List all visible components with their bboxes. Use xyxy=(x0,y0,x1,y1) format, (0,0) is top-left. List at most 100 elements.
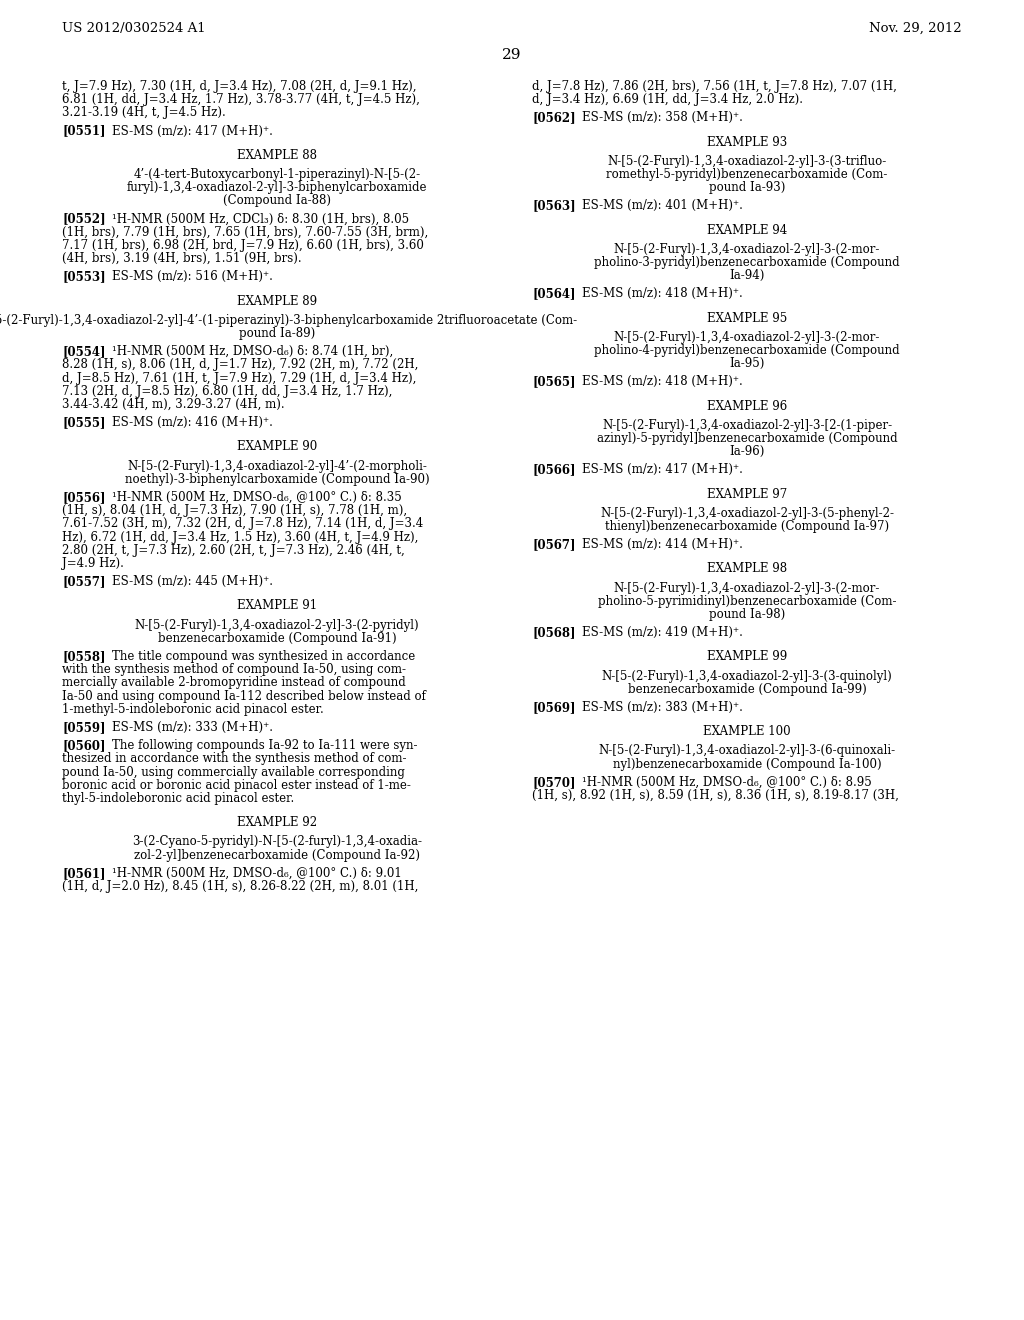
Text: N-[5-(2-Furyl)-1,3,4-oxadiazol-2-yl]-3-(6-quinoxali-: N-[5-(2-Furyl)-1,3,4-oxadiazol-2-yl]-3-(… xyxy=(598,744,896,758)
Text: N-[5-(2-Furyl)-1,3,4-oxadiazol-2-yl]-3-(2-mor-: N-[5-(2-Furyl)-1,3,4-oxadiazol-2-yl]-3-(… xyxy=(613,582,881,594)
Text: [0563]: [0563] xyxy=(532,199,575,213)
Text: noethyl)-3-biphenylcarboxamide (Compound Ia-90): noethyl)-3-biphenylcarboxamide (Compound… xyxy=(125,473,429,486)
Text: ES-MS (m/z): 414 (M+H)⁺.: ES-MS (m/z): 414 (M+H)⁺. xyxy=(582,539,742,552)
Text: EXAMPLE 95: EXAMPLE 95 xyxy=(707,312,787,325)
Text: 3.21-3.19 (4H, t, J=4.5 Hz).: 3.21-3.19 (4H, t, J=4.5 Hz). xyxy=(62,107,225,119)
Text: nyl)benzenecarboxamide (Compound Ia-100): nyl)benzenecarboxamide (Compound Ia-100) xyxy=(612,758,882,771)
Text: US 2012/0302524 A1: US 2012/0302524 A1 xyxy=(62,22,206,36)
Text: (1H, s), 8.04 (1H, d, J=7.3 Hz), 7.90 (1H, s), 7.78 (1H, m),: (1H, s), 8.04 (1H, d, J=7.3 Hz), 7.90 (1… xyxy=(62,504,408,517)
Text: 3-(2-Cyano-5-pyridyl)-N-[5-(2-furyl)-1,3,4-oxadia-: 3-(2-Cyano-5-pyridyl)-N-[5-(2-furyl)-1,3… xyxy=(132,836,422,849)
Text: ES-MS (m/z): 401 (M+H)⁺.: ES-MS (m/z): 401 (M+H)⁺. xyxy=(582,199,742,213)
Text: 3.44-3.42 (4H, m), 3.29-3.27 (4H, m).: 3.44-3.42 (4H, m), 3.29-3.27 (4H, m). xyxy=(62,399,285,411)
Text: with the synthesis method of compound Ia-50, using com-: with the synthesis method of compound Ia… xyxy=(62,663,406,676)
Text: 1-methyl-5-indoleboronic acid pinacol ester.: 1-methyl-5-indoleboronic acid pinacol es… xyxy=(62,702,324,715)
Text: N-[5-(2-Furyl)-1,3,4-oxadiazol-2-yl]-3-(5-phenyl-2-: N-[5-(2-Furyl)-1,3,4-oxadiazol-2-yl]-3-(… xyxy=(600,507,894,520)
Text: N-[5-(2-Furyl)-1,3,4-oxadiazol-2-yl]-3-(2-pyridyl): N-[5-(2-Furyl)-1,3,4-oxadiazol-2-yl]-3-(… xyxy=(135,619,419,631)
Text: 7.13 (2H, d, J=8.5 Hz), 6.80 (1H, dd, J=3.4 Hz, 1.7 Hz),: 7.13 (2H, d, J=8.5 Hz), 6.80 (1H, dd, J=… xyxy=(62,385,392,397)
Text: Ia-50 and using compound Ia-112 described below instead of: Ia-50 and using compound Ia-112 describe… xyxy=(62,689,426,702)
Text: pound Ia-89): pound Ia-89) xyxy=(239,327,315,341)
Text: ES-MS (m/z): 417 (M+H)⁺.: ES-MS (m/z): 417 (M+H)⁺. xyxy=(112,124,272,137)
Text: (1H, s), 8.92 (1H, s), 8.59 (1H, s), 8.36 (1H, s), 8.19-8.17 (3H,: (1H, s), 8.92 (1H, s), 8.59 (1H, s), 8.3… xyxy=(532,789,899,803)
Text: (1H, d, J=2.0 Hz), 8.45 (1H, s), 8.26-8.22 (2H, m), 8.01 (1H,: (1H, d, J=2.0 Hz), 8.45 (1H, s), 8.26-8.… xyxy=(62,880,419,894)
Text: The following compounds Ia-92 to Ia-111 were syn-: The following compounds Ia-92 to Ia-111 … xyxy=(112,739,418,752)
Text: benzenecarboxamide (Compound Ia-99): benzenecarboxamide (Compound Ia-99) xyxy=(628,682,866,696)
Text: boronic acid or boronic acid pinacol ester instead of 1-me-: boronic acid or boronic acid pinacol est… xyxy=(62,779,411,792)
Text: (Compound Ia-88): (Compound Ia-88) xyxy=(223,194,331,207)
Text: 7.17 (1H, brs), 6.98 (2H, brd, J=7.9 Hz), 6.60 (1H, brs), 3.60: 7.17 (1H, brs), 6.98 (2H, brd, J=7.9 Hz)… xyxy=(62,239,424,252)
Text: ¹H-NMR (500M Hz, DMSO-d₆, @100° C.) δ: 8.95: ¹H-NMR (500M Hz, DMSO-d₆, @100° C.) δ: 8… xyxy=(582,776,871,789)
Text: EXAMPLE 89: EXAMPLE 89 xyxy=(237,294,317,308)
Text: ES-MS (m/z): 418 (M+H)⁺.: ES-MS (m/z): 418 (M+H)⁺. xyxy=(582,288,742,301)
Text: furyl)-1,3,4-oxadiazol-2-yl]-3-biphenylcarboxamide: furyl)-1,3,4-oxadiazol-2-yl]-3-biphenylc… xyxy=(127,181,427,194)
Text: EXAMPLE 98: EXAMPLE 98 xyxy=(707,562,787,576)
Text: (1H, brs), 7.79 (1H, brs), 7.65 (1H, brs), 7.60-7.55 (3H, brm),: (1H, brs), 7.79 (1H, brs), 7.65 (1H, brs… xyxy=(62,226,428,239)
Text: EXAMPLE 91: EXAMPLE 91 xyxy=(237,599,317,612)
Text: [0562]: [0562] xyxy=(532,111,575,124)
Text: 2.80 (2H, t, J=7.3 Hz), 2.60 (2H, t, J=7.3 Hz), 2.46 (4H, t,: 2.80 (2H, t, J=7.3 Hz), 2.60 (2H, t, J=7… xyxy=(62,544,404,557)
Text: pound Ia-93): pound Ia-93) xyxy=(709,181,785,194)
Text: ¹H-NMR (500M Hz, DMSO-d₆, @100° C.) δ: 8.35: ¹H-NMR (500M Hz, DMSO-d₆, @100° C.) δ: 8… xyxy=(112,491,401,504)
Text: ES-MS (m/z): 419 (M+H)⁺.: ES-MS (m/z): 419 (M+H)⁺. xyxy=(582,626,742,639)
Text: [0559]: [0559] xyxy=(62,721,105,734)
Text: pholino-3-pyridyl)benzenecarboxamide (Compound: pholino-3-pyridyl)benzenecarboxamide (Co… xyxy=(594,256,900,269)
Text: EXAMPLE 94: EXAMPLE 94 xyxy=(707,223,787,236)
Text: J=4.9 Hz).: J=4.9 Hz). xyxy=(62,557,124,570)
Text: [0566]: [0566] xyxy=(532,463,575,477)
Text: [0555]: [0555] xyxy=(62,416,105,429)
Text: [0564]: [0564] xyxy=(532,288,575,301)
Text: pound Ia-98): pound Ia-98) xyxy=(709,609,785,620)
Text: 8.28 (1H, s), 8.06 (1H, d, J=1.7 Hz), 7.92 (2H, m), 7.72 (2H,: 8.28 (1H, s), 8.06 (1H, d, J=1.7 Hz), 7.… xyxy=(62,359,419,371)
Text: ¹H-NMR (500M Hz, CDCl₃) δ: 8.30 (1H, brs), 8.05: ¹H-NMR (500M Hz, CDCl₃) δ: 8.30 (1H, brs… xyxy=(112,213,410,226)
Text: [0560]: [0560] xyxy=(62,739,105,752)
Text: pholino-5-pyrimidinyl)benzenecarboxamide (Com-: pholino-5-pyrimidinyl)benzenecarboxamide… xyxy=(598,595,896,607)
Text: ¹H-NMR (500M Hz, DMSO-d₆) δ: 8.74 (1H, br),: ¹H-NMR (500M Hz, DMSO-d₆) δ: 8.74 (1H, b… xyxy=(112,346,393,358)
Text: [0553]: [0553] xyxy=(62,271,105,284)
Text: [0570]: [0570] xyxy=(532,776,575,789)
Text: 4’-(4-tert-Butoxycarbonyl-1-piperazinyl)-N-[5-(2-: 4’-(4-tert-Butoxycarbonyl-1-piperazinyl)… xyxy=(133,168,421,181)
Text: ES-MS (m/z): 445 (M+H)⁺.: ES-MS (m/z): 445 (M+H)⁺. xyxy=(112,576,273,589)
Text: N-[5-(2-Furyl)-1,3,4-oxadiazol-2-yl]-3-(2-mor-: N-[5-(2-Furyl)-1,3,4-oxadiazol-2-yl]-3-(… xyxy=(613,331,881,343)
Text: ES-MS (m/z): 416 (M+H)⁺.: ES-MS (m/z): 416 (M+H)⁺. xyxy=(112,416,272,429)
Text: The title compound was synthesized in accordance: The title compound was synthesized in ac… xyxy=(112,649,416,663)
Text: [0554]: [0554] xyxy=(62,346,105,358)
Text: t, J=7.9 Hz), 7.30 (1H, d, J=3.4 Hz), 7.08 (2H, d, J=9.1 Hz),: t, J=7.9 Hz), 7.30 (1H, d, J=3.4 Hz), 7.… xyxy=(62,81,417,92)
Text: Ia-95): Ia-95) xyxy=(729,358,765,370)
Text: azinyl)-5-pyridyl]benzenecarboxamide (Compound: azinyl)-5-pyridyl]benzenecarboxamide (Co… xyxy=(597,432,897,445)
Text: N-[5-(2-Furyl)-1,3,4-oxadiazol-2-yl]-3-(3-quinolyl): N-[5-(2-Furyl)-1,3,4-oxadiazol-2-yl]-3-(… xyxy=(602,669,892,682)
Text: pholino-4-pyridyl)benzenecarboxamide (Compound: pholino-4-pyridyl)benzenecarboxamide (Co… xyxy=(594,345,900,356)
Text: d, J=8.5 Hz), 7.61 (1H, t, J=7.9 Hz), 7.29 (1H, d, J=3.4 Hz),: d, J=8.5 Hz), 7.61 (1H, t, J=7.9 Hz), 7.… xyxy=(62,372,417,384)
Text: [0558]: [0558] xyxy=(62,649,105,663)
Text: zol-2-yl]benzenecarboxamide (Compound Ia-92): zol-2-yl]benzenecarboxamide (Compound Ia… xyxy=(134,849,420,862)
Text: [0567]: [0567] xyxy=(532,539,575,552)
Text: EXAMPLE 97: EXAMPLE 97 xyxy=(707,487,787,500)
Text: [0569]: [0569] xyxy=(532,701,575,714)
Text: [0551]: [0551] xyxy=(62,124,105,137)
Text: N-[5-(2-Furyl)-1,3,4-oxadiazol-2-yl]-3-[2-(1-piper-: N-[5-(2-Furyl)-1,3,4-oxadiazol-2-yl]-3-[… xyxy=(602,418,892,432)
Text: [0557]: [0557] xyxy=(62,576,105,589)
Text: [0568]: [0568] xyxy=(532,626,575,639)
Text: ¹H-NMR (500M Hz, DMSO-d₆, @100° C.) δ: 9.01: ¹H-NMR (500M Hz, DMSO-d₆, @100° C.) δ: 9… xyxy=(112,867,401,880)
Text: [0561]: [0561] xyxy=(62,867,105,880)
Text: EXAMPLE 99: EXAMPLE 99 xyxy=(707,651,787,664)
Text: d, J=3.4 Hz), 6.69 (1H, dd, J=3.4 Hz, 2.0 Hz).: d, J=3.4 Hz), 6.69 (1H, dd, J=3.4 Hz, 2.… xyxy=(532,94,803,106)
Text: benzenecarboxamide (Compound Ia-91): benzenecarboxamide (Compound Ia-91) xyxy=(158,632,396,644)
Text: 29: 29 xyxy=(502,48,522,62)
Text: ES-MS (m/z): 516 (M+H)⁺.: ES-MS (m/z): 516 (M+H)⁺. xyxy=(112,271,272,284)
Text: N-[5-(2-Furyl)-1,3,4-oxadiazol-2-yl]-3-(2-mor-: N-[5-(2-Furyl)-1,3,4-oxadiazol-2-yl]-3-(… xyxy=(613,243,881,256)
Text: 6.81 (1H, dd, J=3.4 Hz, 1.7 Hz), 3.78-3.77 (4H, t, J=4.5 Hz),: 6.81 (1H, dd, J=3.4 Hz, 1.7 Hz), 3.78-3.… xyxy=(62,94,420,106)
Text: d, J=7.8 Hz), 7.86 (2H, brs), 7.56 (1H, t, J=7.8 Hz), 7.07 (1H,: d, J=7.8 Hz), 7.86 (2H, brs), 7.56 (1H, … xyxy=(532,81,897,92)
Text: [0565]: [0565] xyxy=(532,375,575,388)
Text: (4H, brs), 3.19 (4H, brs), 1.51 (9H, brs).: (4H, brs), 3.19 (4H, brs), 1.51 (9H, brs… xyxy=(62,252,302,265)
Text: ES-MS (m/z): 383 (M+H)⁺.: ES-MS (m/z): 383 (M+H)⁺. xyxy=(582,701,742,714)
Text: [0552]: [0552] xyxy=(62,213,105,226)
Text: EXAMPLE 93: EXAMPLE 93 xyxy=(707,136,787,149)
Text: ES-MS (m/z): 333 (M+H)⁺.: ES-MS (m/z): 333 (M+H)⁺. xyxy=(112,721,273,734)
Text: N-[5-(2-Furyl)-1,3,4-oxadiazol-2-yl]-4’-(2-morpholi-: N-[5-(2-Furyl)-1,3,4-oxadiazol-2-yl]-4’-… xyxy=(127,459,427,473)
Text: mercially available 2-bromopyridine instead of compound: mercially available 2-bromopyridine inst… xyxy=(62,676,406,689)
Text: EXAMPLE 100: EXAMPLE 100 xyxy=(703,725,791,738)
Text: N-[5-(2-Furyl)-1,3,4-oxadiazol-2-yl]-4’-(1-piperazinyl)-3-biphenylcarboxamide 2t: N-[5-(2-Furyl)-1,3,4-oxadiazol-2-yl]-4’-… xyxy=(0,314,578,327)
Text: N-[5-(2-Furyl)-1,3,4-oxadiazol-2-yl]-3-(3-trifluo-: N-[5-(2-Furyl)-1,3,4-oxadiazol-2-yl]-3-(… xyxy=(607,154,887,168)
Text: 7.61-7.52 (3H, m), 7.32 (2H, d, J=7.8 Hz), 7.14 (1H, d, J=3.4: 7.61-7.52 (3H, m), 7.32 (2H, d, J=7.8 Hz… xyxy=(62,517,423,531)
Text: thesized in accordance with the synthesis method of com-: thesized in accordance with the synthesi… xyxy=(62,752,407,766)
Text: Ia-94): Ia-94) xyxy=(729,269,765,282)
